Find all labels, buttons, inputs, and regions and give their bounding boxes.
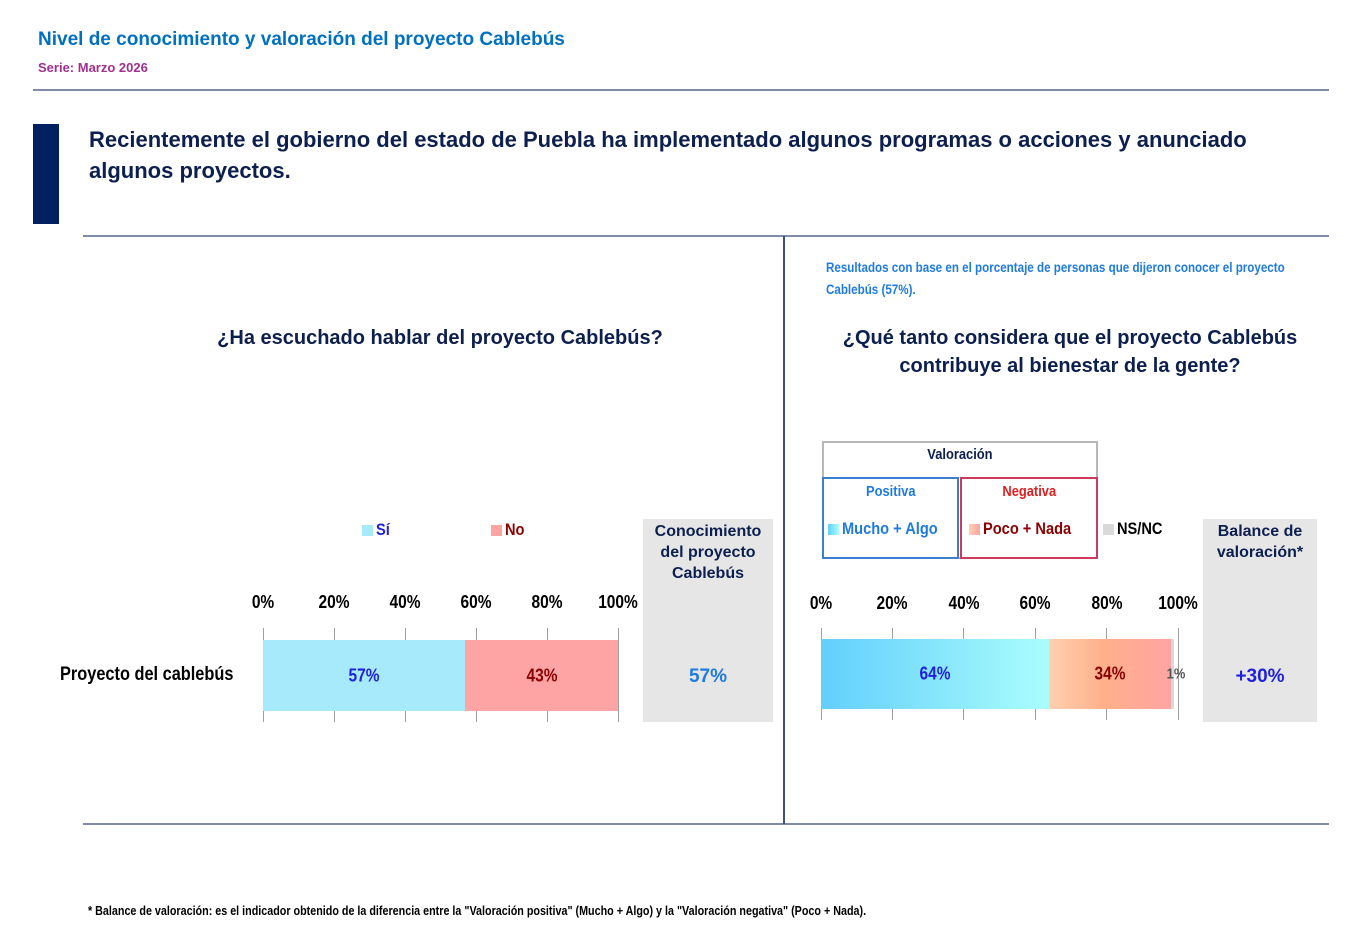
positiva-label: Positiva [865, 483, 916, 500]
legend-label-poco-nada: Poco + Nada [983, 519, 1072, 538]
left-chart-title: ¿Ha escuchado hablar del proyecto Cableb… [217, 327, 663, 349]
balance-column [1203, 519, 1317, 722]
negativa-label-wrap: Negativa [960, 483, 1098, 500]
knowledge-column [643, 519, 773, 722]
left-category-label: Proyecto del cablebús [60, 664, 234, 685]
x-gridline [963, 628, 965, 720]
x-gridline [333, 628, 335, 722]
legend-mucho-algo: Mucho + Algo [828, 519, 953, 539]
legend-label-si: Sí [376, 520, 390, 539]
x-gridline [262, 628, 264, 722]
bar-value-label: 1% [1167, 665, 1186, 683]
x-tick-label: 40% [948, 593, 980, 613]
footnote: * Balance de valoración: es el indicador… [88, 904, 867, 918]
x-gridline [546, 628, 548, 722]
report-series: Serie: Marzo 2026 [38, 60, 148, 75]
legend-poco-nada: Poco + Nada [969, 519, 1086, 539]
legend-label-nsnc: NS/NC [1117, 519, 1163, 538]
x-gridline [820, 628, 822, 720]
x-gridline [475, 628, 477, 722]
question-intro: Recientemente el gobierno del estado de … [89, 127, 1247, 183]
x-tick-label: 80% [531, 592, 563, 612]
balance-column-title: Balance de valoración* [1216, 523, 1304, 561]
panel-vertical-divider [783, 236, 785, 824]
legend-swatch-no [491, 524, 502, 536]
x-gridline [891, 628, 893, 720]
x-gridline [1177, 628, 1179, 720]
x-gridline [1106, 628, 1108, 720]
bar-value-label: 64% [919, 663, 951, 684]
bar-value-label: 34% [1094, 663, 1126, 684]
negativa-group [960, 477, 1098, 559]
right-chart-title: ¿Qué tanto considera que el proyecto Cab… [842, 327, 1298, 377]
x-tick-label: 60% [460, 592, 492, 612]
header-divider [33, 89, 1329, 91]
bar-segment-mucho-algo [821, 639, 1050, 709]
x-tick-label: 20% [876, 593, 908, 613]
valoracion-header: Valoración [822, 446, 1098, 463]
legend-label-mucho-algo: Mucho + Algo [842, 519, 938, 538]
legend-no: No [491, 520, 528, 540]
legend-swatch-poco-nada [969, 523, 980, 535]
question-accent-bar [33, 124, 59, 224]
panel-bottom-divider [83, 823, 1329, 825]
x-tick-label: 100% [1158, 593, 1198, 613]
bar-segment-poco-nada [1049, 639, 1171, 709]
legend-swatch-nsnc [1103, 523, 1114, 535]
legend-swatch-mucho-algo [828, 523, 839, 535]
negativa-label: Negativa [1002, 483, 1056, 500]
legend-nsnc: NS/NC [1103, 519, 1170, 539]
x-tick-label: 20% [318, 592, 350, 612]
bar-value-label: 57% [348, 665, 380, 685]
x-tick-label: 100% [598, 592, 638, 612]
legend-swatch-si [362, 524, 373, 536]
x-tick-label: 60% [1019, 593, 1051, 613]
bar-segment-no [465, 640, 618, 711]
knowledge-column-title: Conocimiento del proyecto Cablebús [654, 523, 762, 582]
bar-segment-ns-nc [1170, 639, 1175, 709]
valoracion-title: Valoración [927, 446, 993, 463]
bar-segment-sí [263, 640, 466, 711]
positiva-group [822, 477, 959, 559]
report-title: Nivel de conocimiento y valoración del p… [38, 29, 565, 50]
legend-si: Sí [362, 520, 392, 540]
x-gridline [404, 628, 406, 722]
legend-label-no: No [505, 520, 525, 539]
x-tick-label: 0% [809, 593, 833, 613]
base-note: Resultados con base en el porcentaje de … [826, 260, 1285, 297]
x-tick-label: 40% [389, 592, 421, 612]
positiva-label-wrap: Positiva [822, 483, 959, 500]
x-gridline [617, 628, 619, 722]
knowledge-value: 57% [688, 666, 728, 687]
panel-top-divider [83, 235, 1329, 237]
balance-value: +30% [1235, 666, 1285, 687]
x-tick-label: 0% [251, 592, 275, 612]
x-gridline [1034, 628, 1036, 720]
bar-value-label: 43% [526, 665, 558, 685]
x-tick-label: 80% [1091, 593, 1123, 613]
